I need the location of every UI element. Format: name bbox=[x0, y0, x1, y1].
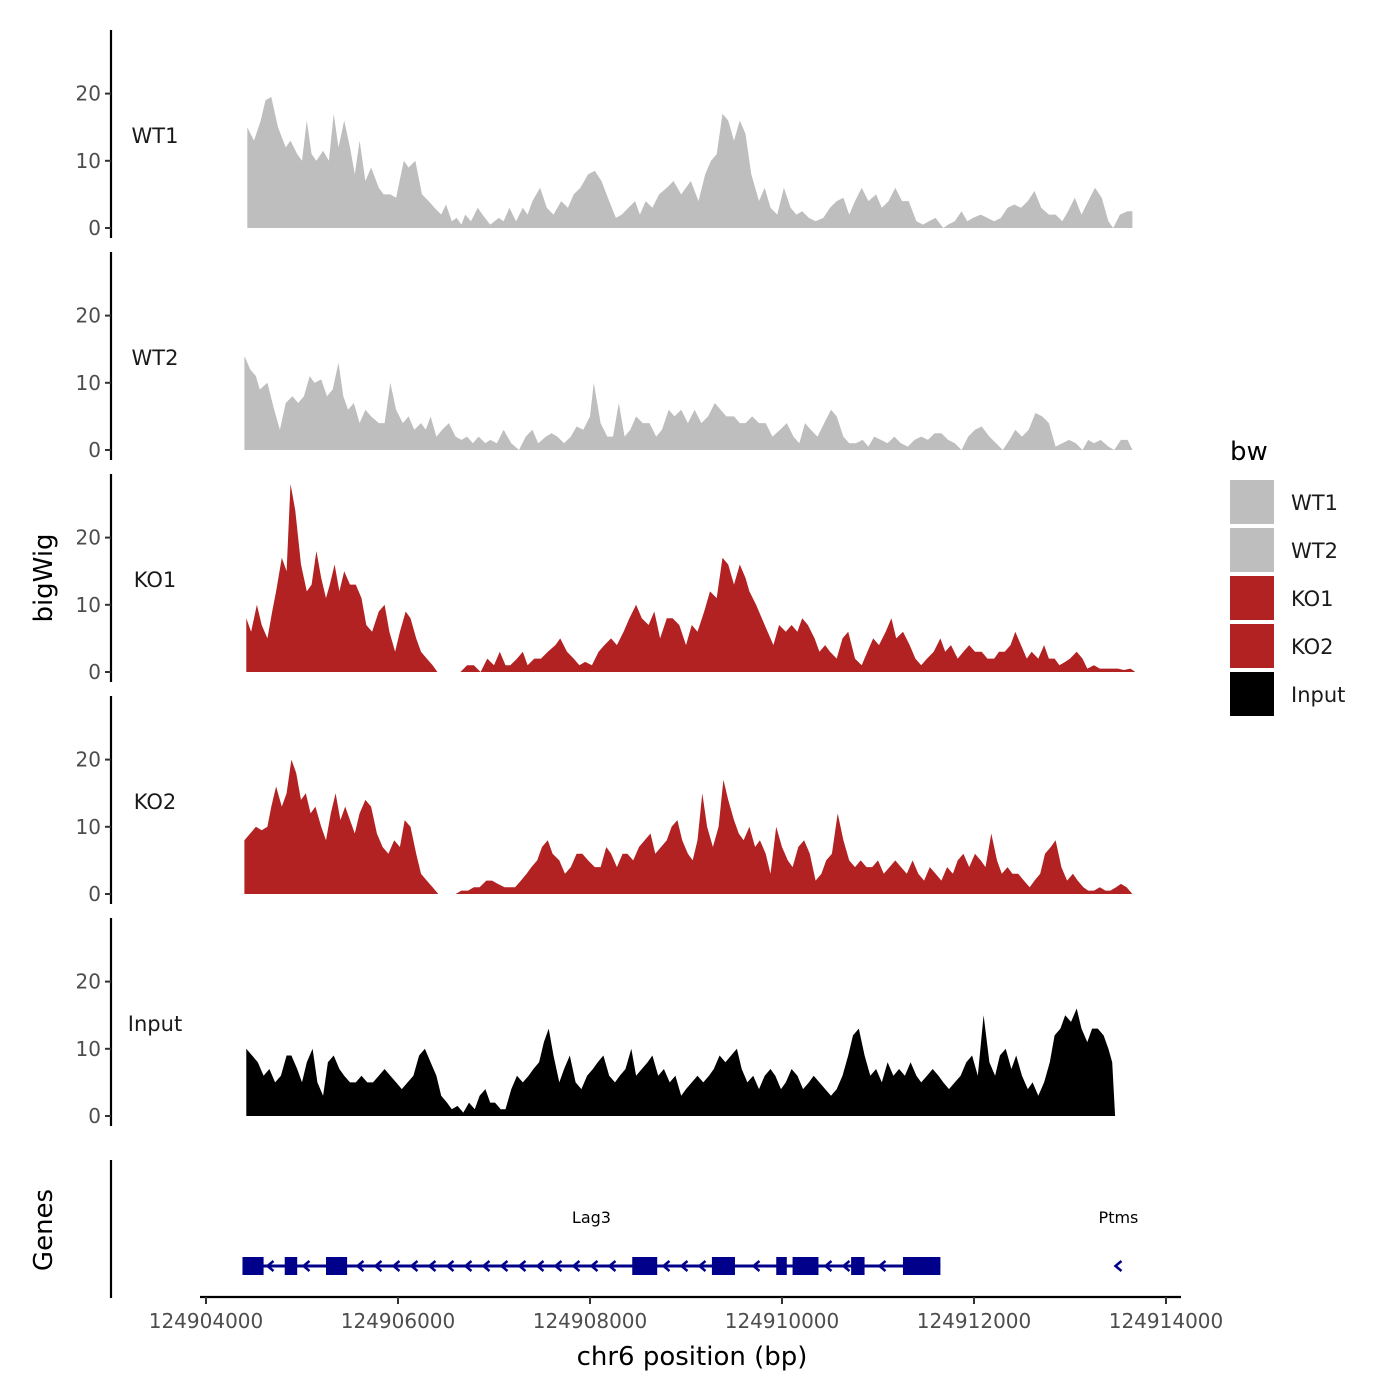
legend-swatch bbox=[1230, 672, 1274, 716]
gene-name-label: Ptms bbox=[1099, 1208, 1139, 1227]
strand-arrow bbox=[697, 1260, 707, 1272]
x-axis-title: chr6 position (bp) bbox=[577, 1342, 808, 1372]
track-input: 0 10 20 Input bbox=[76, 918, 1116, 1128]
strand-arrow bbox=[661, 1260, 671, 1272]
gene-name-label: Lag3 bbox=[572, 1208, 611, 1227]
y-tick-label: 10 bbox=[76, 593, 101, 617]
gene-exon bbox=[711, 1257, 735, 1275]
x-axis: 124904000 124906000 124908000 124910000 1249… bbox=[149, 1295, 1224, 1333]
y-axis-title: bigWig bbox=[29, 533, 59, 622]
y-tick-label: 0 bbox=[88, 216, 101, 240]
strand-arrow bbox=[445, 1260, 455, 1272]
gene-exon bbox=[326, 1257, 348, 1275]
strand-arrow bbox=[373, 1260, 383, 1272]
strand-arrow bbox=[841, 1260, 851, 1272]
strand-arrow bbox=[499, 1260, 509, 1272]
track-wt1: 0 10 20 WT1 bbox=[76, 30, 1133, 240]
y-tick-label: 0 bbox=[88, 660, 101, 684]
legend-swatch bbox=[1230, 624, 1274, 668]
y-tick-label: 0 bbox=[88, 1104, 101, 1128]
strand-arrow bbox=[589, 1260, 599, 1272]
legend-entry-wt1: WT1 bbox=[1230, 480, 1338, 524]
track-label: KO1 bbox=[134, 568, 177, 592]
strand-arrow bbox=[463, 1260, 473, 1272]
legend-swatch bbox=[1230, 576, 1274, 620]
coverage-area-ko2 bbox=[244, 759, 1133, 894]
strand-arrow bbox=[877, 1260, 887, 1272]
legend-swatch bbox=[1230, 528, 1274, 572]
gene-lag3: Lag3 bbox=[242, 1208, 941, 1275]
legend-title: bw bbox=[1230, 437, 1268, 467]
track-label: Input bbox=[128, 1012, 182, 1036]
coverage-area-input bbox=[246, 1008, 1116, 1116]
y-tick-label: 10 bbox=[76, 371, 101, 395]
y-tick-label: 10 bbox=[76, 149, 101, 173]
track-label: KO2 bbox=[134, 790, 177, 814]
legend-entry-wt2: WT2 bbox=[1230, 528, 1338, 572]
x-tick-label: 124904000 bbox=[149, 1309, 264, 1333]
strand-arrow bbox=[553, 1260, 563, 1272]
coverage-area-wt2 bbox=[244, 355, 1133, 450]
legend-label: KO2 bbox=[1291, 635, 1334, 659]
legend-entry-ko1: KO1 bbox=[1230, 576, 1334, 620]
coverage-area-ko1 bbox=[246, 483, 1136, 672]
y-tick-label: 20 bbox=[76, 748, 101, 772]
x-tick-label: 124910000 bbox=[725, 1309, 840, 1333]
track-label: WT1 bbox=[132, 124, 179, 148]
x-tick-label: 124914000 bbox=[1109, 1309, 1224, 1333]
strand-arrow bbox=[391, 1260, 401, 1272]
strand-arrow bbox=[679, 1260, 689, 1272]
strand-arrow bbox=[409, 1260, 419, 1272]
legend-label: WT1 bbox=[1291, 491, 1338, 515]
strand-arrow bbox=[517, 1260, 527, 1272]
y-tick-label: 20 bbox=[76, 970, 101, 994]
strand-arrow bbox=[571, 1260, 581, 1272]
x-tick-label: 124906000 bbox=[341, 1309, 456, 1333]
gene-exon bbox=[792, 1257, 819, 1275]
strand-arrow bbox=[823, 1260, 833, 1272]
legend-entry-input: Input bbox=[1230, 672, 1345, 716]
legend-label: Input bbox=[1291, 683, 1345, 707]
gene-exon bbox=[284, 1257, 298, 1275]
x-tick-label: 124912000 bbox=[917, 1309, 1032, 1333]
track-ko2: 0 10 20 KO2 bbox=[76, 696, 1133, 906]
strand-arrow bbox=[301, 1260, 311, 1272]
y-tick-label: 20 bbox=[76, 526, 101, 550]
genes-axis-title: Genes bbox=[29, 1189, 59, 1271]
y-tick-label: 10 bbox=[76, 1037, 101, 1061]
gene-track: Lag3 Ptms bbox=[109, 1160, 1139, 1298]
track-wt2: 0 10 20 WT2 bbox=[76, 252, 1133, 462]
gene-exon bbox=[776, 1257, 787, 1275]
y-tick-label: 10 bbox=[76, 815, 101, 839]
legend-label: WT2 bbox=[1291, 539, 1338, 563]
strand-arrow bbox=[355, 1260, 365, 1272]
strand-arrow bbox=[481, 1260, 491, 1272]
strand-arrow bbox=[1113, 1260, 1123, 1272]
legend-label: KO1 bbox=[1291, 587, 1334, 611]
x-tick-label: 124908000 bbox=[533, 1309, 648, 1333]
y-tick-label: 0 bbox=[88, 438, 101, 462]
strand-arrow bbox=[535, 1260, 545, 1272]
strand-arrow bbox=[607, 1260, 617, 1272]
track-label: WT2 bbox=[132, 346, 179, 370]
y-tick-label: 20 bbox=[76, 304, 101, 328]
track-ko1: 0 10 20 KO1 bbox=[76, 474, 1136, 684]
strand-arrow bbox=[265, 1260, 275, 1272]
legend-entry-ko2: KO2 bbox=[1230, 624, 1334, 668]
gene-exon bbox=[851, 1257, 865, 1275]
y-tick-label: 0 bbox=[88, 882, 101, 906]
legend-swatch bbox=[1230, 480, 1274, 524]
track-panels: 0 10 20 WT1 0 10 20 WT2 0 10 20 KO1 0 10 20 KO2 0 10 20 Inp… bbox=[76, 30, 1136, 1128]
gene-exon bbox=[242, 1257, 264, 1275]
coverage-area-wt1 bbox=[247, 97, 1133, 228]
legend: bw WT1 WT2 KO1 KO2 Input bbox=[1230, 437, 1345, 716]
gene-exon bbox=[902, 1257, 941, 1275]
gene-exon bbox=[632, 1257, 658, 1275]
gene-ptms: Ptms bbox=[1099, 1208, 1139, 1272]
y-tick-label: 20 bbox=[76, 82, 101, 106]
strand-arrow bbox=[427, 1260, 437, 1272]
strand-arrow bbox=[751, 1260, 761, 1272]
